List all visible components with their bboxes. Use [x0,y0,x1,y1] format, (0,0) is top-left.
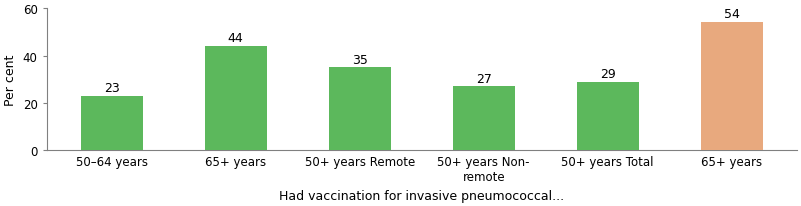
Text: 27: 27 [476,72,492,85]
Bar [328,68,391,151]
Text: 44: 44 [227,32,244,45]
X-axis label: Had vaccination for invasive pneumococcal...: Had vaccination for invasive pneumococca… [280,189,564,202]
Bar [701,23,763,151]
Text: 29: 29 [600,67,616,80]
Text: 23: 23 [104,82,119,95]
Text: 35: 35 [352,53,368,66]
Y-axis label: Per cent: Per cent [4,54,17,105]
Bar [453,87,515,151]
Bar [205,47,267,151]
Bar [81,96,143,151]
Bar [577,82,638,151]
Text: 54: 54 [724,8,739,21]
